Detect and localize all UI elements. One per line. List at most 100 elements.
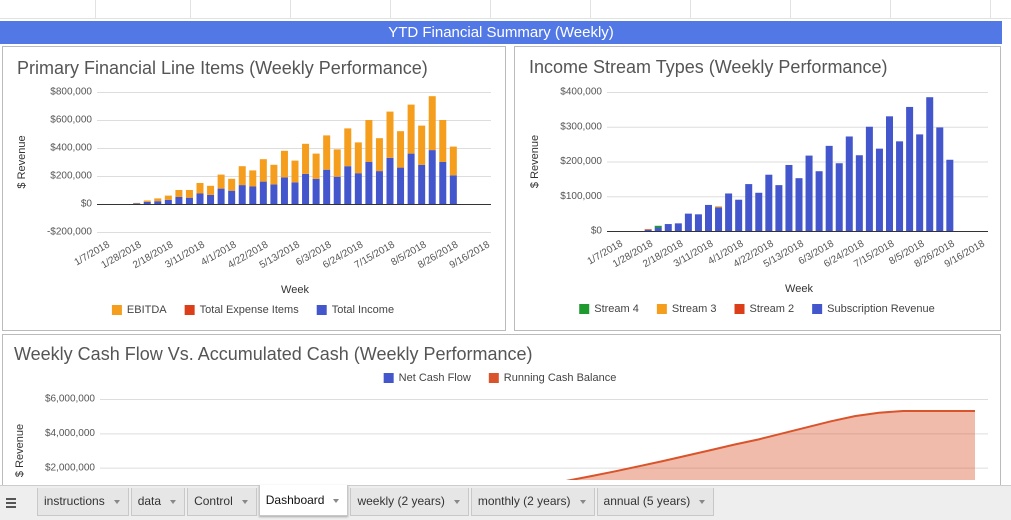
bar bbox=[795, 178, 803, 231]
bar bbox=[217, 174, 225, 189]
y-tick-label: $400,000 bbox=[50, 143, 92, 154]
all-sheets-icon[interactable] bbox=[6, 498, 16, 508]
y-tick-label: $0 bbox=[591, 226, 603, 237]
y-tick-label: $0 bbox=[81, 199, 93, 210]
bar bbox=[207, 185, 215, 195]
sheet-tab[interactable]: annual (5 years) bbox=[596, 488, 715, 516]
bar bbox=[775, 185, 783, 231]
y-tick-label: $200,000 bbox=[560, 156, 602, 167]
bar bbox=[855, 155, 863, 231]
bar bbox=[386, 157, 394, 204]
sheet-canvas: YTD Financial Summary (Weekly) $ Revenue… bbox=[0, 0, 1011, 485]
bar bbox=[735, 199, 743, 231]
y-tick-label: $6,000,000 bbox=[45, 394, 95, 405]
y-axis-label: $ Revenue bbox=[16, 135, 28, 188]
tab-menu-arrow[interactable] bbox=[170, 499, 177, 504]
bar bbox=[365, 120, 373, 162]
bar bbox=[865, 126, 873, 231]
tab-menu-arrow[interactable] bbox=[241, 499, 248, 504]
legend-label: Stream 2 bbox=[750, 303, 795, 315]
bar bbox=[133, 203, 141, 204]
bar bbox=[397, 131, 405, 168]
legend-swatch bbox=[316, 305, 327, 315]
bar bbox=[365, 162, 373, 204]
chart-title: Income Stream Types (Weekly Performance) bbox=[529, 57, 887, 77]
y-tick-label: $4,000,000 bbox=[45, 428, 95, 439]
legend-label: EBITDA bbox=[127, 304, 167, 316]
bar bbox=[302, 143, 310, 174]
bar bbox=[228, 190, 236, 204]
bar bbox=[694, 214, 702, 231]
legend-label: Subscription Revenue bbox=[827, 303, 935, 315]
bar bbox=[207, 194, 215, 204]
bar bbox=[664, 224, 672, 231]
bar bbox=[291, 182, 299, 204]
bar bbox=[654, 225, 662, 228]
tab-menu-arrow[interactable] bbox=[579, 499, 586, 504]
y-axis-label: $ Revenue bbox=[529, 135, 541, 188]
bar bbox=[323, 169, 331, 204]
legend: Net Cash Flow Running Cash Balance bbox=[383, 372, 617, 384]
bar bbox=[270, 184, 278, 204]
tab-menu-arrow[interactable] bbox=[453, 499, 460, 504]
bar bbox=[185, 190, 193, 198]
legend-label: Total Expense Items bbox=[200, 304, 300, 316]
bar bbox=[815, 171, 823, 231]
bar bbox=[175, 197, 183, 204]
sheet-tab[interactable]: Control bbox=[187, 488, 257, 516]
tab-menu-arrow[interactable] bbox=[113, 499, 120, 504]
legend-label: Total Income bbox=[332, 304, 394, 316]
bar bbox=[936, 127, 944, 231]
bar bbox=[312, 178, 320, 204]
bar bbox=[845, 136, 853, 231]
sheet-tab[interactable]: instructions bbox=[37, 488, 129, 516]
sheet-tab-bar: instructions data Control Dashboard weekly (… bbox=[0, 485, 1011, 520]
bar bbox=[785, 164, 793, 231]
area-fill bbox=[571, 411, 975, 480]
bar bbox=[644, 229, 652, 231]
legend-label: Stream 4 bbox=[594, 303, 639, 315]
bar bbox=[344, 128, 352, 167]
header-bar bbox=[0, 21, 1002, 44]
bar bbox=[164, 195, 172, 200]
cell-grid bbox=[0, 0, 1011, 19]
bar bbox=[354, 142, 362, 174]
y-tick-label: $200,000 bbox=[50, 171, 92, 182]
bar bbox=[143, 200, 151, 202]
bar bbox=[926, 97, 934, 232]
bar bbox=[386, 111, 394, 158]
legend-label: Running Cash Balance bbox=[504, 372, 617, 384]
tab-menu-arrow[interactable] bbox=[333, 498, 340, 503]
bar bbox=[259, 181, 267, 204]
tab-label: weekly (2 years) bbox=[357, 494, 445, 508]
bar bbox=[397, 167, 405, 204]
bar bbox=[418, 125, 426, 165]
sheet-tab[interactable]: data bbox=[130, 488, 186, 516]
bar bbox=[439, 120, 447, 162]
x-axis-label: Week bbox=[281, 284, 309, 296]
sheet-tab[interactable]: Dashboard bbox=[258, 485, 349, 516]
sheet-tab[interactable]: weekly (2 years) bbox=[350, 488, 469, 516]
tab-menu-arrow[interactable] bbox=[699, 499, 706, 504]
bar bbox=[835, 163, 843, 231]
bar bbox=[654, 227, 662, 231]
legend-swatch bbox=[111, 305, 122, 315]
bar bbox=[164, 199, 172, 204]
legend: EBITDA Total Expense Items Total Income bbox=[111, 304, 394, 316]
bar bbox=[333, 149, 341, 177]
sheet-tab[interactable]: monthly (2 years) bbox=[470, 488, 595, 516]
bar bbox=[143, 201, 151, 204]
bar bbox=[906, 106, 914, 231]
bar bbox=[946, 159, 954, 231]
bar bbox=[196, 183, 204, 194]
y-axis-label: $ Revenue bbox=[14, 424, 26, 477]
bar bbox=[354, 173, 362, 204]
bar bbox=[755, 192, 763, 231]
bar bbox=[418, 164, 426, 204]
chart: $ Revenue $0 $100,000 $200,000 $300,000 $400,… bbox=[529, 87, 988, 237]
bar bbox=[886, 116, 893, 231]
legend-swatch bbox=[383, 373, 394, 383]
y-tick-label: $600,000 bbox=[50, 115, 92, 126]
chart: $ Revenue $2,000,000 $4,000,000 $6,000,000 bbox=[14, 394, 988, 480]
bar bbox=[185, 197, 193, 204]
